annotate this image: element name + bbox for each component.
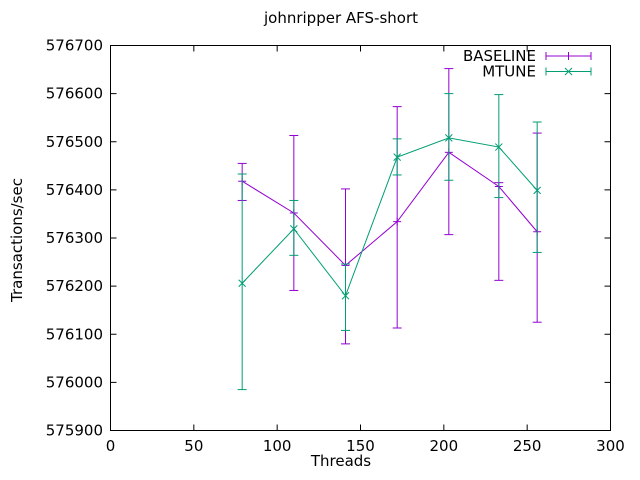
y-tick-label: 576600 (46, 85, 103, 103)
x-axis-label: Threads (310, 452, 372, 470)
y-tick-label: 575900 (46, 422, 103, 440)
marker-cross-icon (494, 143, 503, 151)
y-tick-label: 576500 (46, 133, 103, 151)
marker-cross-icon (289, 225, 298, 233)
x-tick-label: 0 (106, 437, 116, 455)
x-tick-label: 300 (596, 437, 625, 455)
series-line-mtune (241, 137, 538, 297)
y-tick-label: 576200 (46, 277, 103, 295)
x-tick-label: 50 (184, 437, 203, 455)
y-tick-label: 576000 (46, 373, 103, 391)
y-tick-label: 576400 (46, 181, 103, 199)
legend-marker-cross-icon (564, 67, 573, 76)
y-tick-label: 576300 (46, 229, 103, 247)
chart-title: johnripper AFS-short (263, 9, 418, 27)
marker-cross-icon (533, 186, 542, 195)
plot-border (110, 45, 611, 431)
x-tick-label: 150 (346, 437, 375, 455)
marker-cross-icon (238, 279, 247, 288)
marker-cross-icon (393, 153, 402, 162)
x-tick-label: 100 (263, 437, 292, 455)
x-tick-label: 200 (430, 437, 459, 455)
legend-label-baseline: BASELINE (463, 47, 536, 65)
y-tick-label: 576100 (46, 325, 103, 343)
marker-cross-icon (341, 291, 350, 300)
legend-label-mtune: MTUNE (482, 63, 536, 81)
marker-cross-icon (444, 134, 453, 142)
x-tick-label: 250 (513, 437, 542, 455)
y-tick-label: 576700 (46, 37, 103, 55)
series-line-baseline (241, 151, 538, 267)
